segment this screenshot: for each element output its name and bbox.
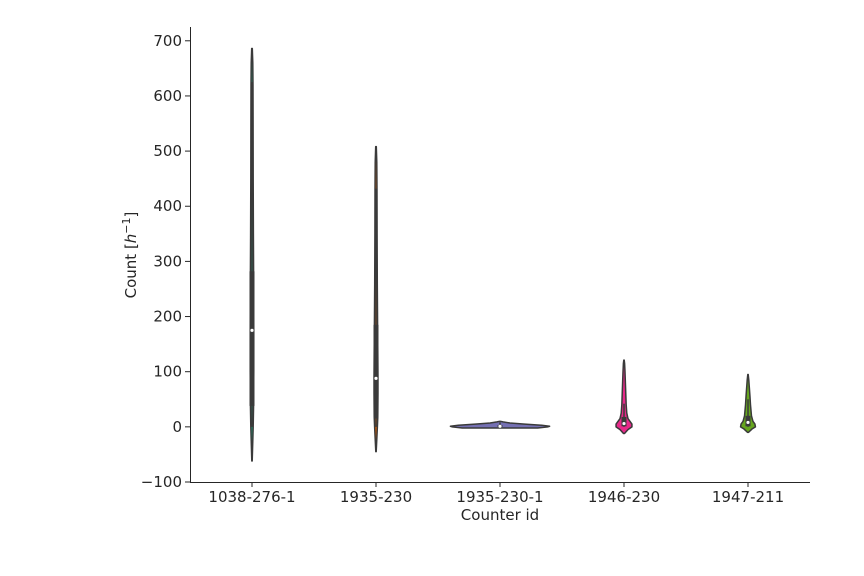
violins-layer xyxy=(249,47,757,462)
violin-median-dot xyxy=(622,421,626,426)
violin-1935-230-1 xyxy=(449,420,551,429)
y-axis-label-exponent: −1 xyxy=(120,217,133,233)
violin-median-dot xyxy=(374,376,378,380)
y-axis-label: Count [h−1] xyxy=(120,212,140,299)
x-tick-label: 1946-230 xyxy=(588,488,660,506)
violin-iqr-box xyxy=(621,416,627,427)
y-tick-label: 300 xyxy=(153,252,182,270)
y-ticks-layer: −100 0 100 200 300 400 500 600 700 xyxy=(141,32,190,491)
y-tick-label: 0 xyxy=(172,418,182,436)
y-tick-label: 200 xyxy=(153,308,182,326)
violin-median-dot xyxy=(250,328,254,332)
y-axis-label-close: ] xyxy=(122,212,140,218)
violin-1946-230 xyxy=(615,359,633,435)
violin-1935-230 xyxy=(373,145,379,453)
x-axis-label: Counter id xyxy=(461,506,539,524)
violin-iqr-box xyxy=(249,271,255,406)
violin-iqr-box xyxy=(373,324,379,419)
x-ticks-layer: 1038-276-1 1935-230 1935-230-1 1946-230 1947… xyxy=(208,482,784,506)
y-tick-label: −100 xyxy=(141,473,182,491)
y-axis-label-text: Count [ xyxy=(122,243,140,298)
violin-median-dot xyxy=(498,424,502,428)
y-tick-label: 600 xyxy=(153,87,182,105)
x-tick-label: 1947-211 xyxy=(712,488,784,506)
x-tick-label: 1038-276-1 xyxy=(208,488,295,506)
x-tick-label: 1935-230-1 xyxy=(456,488,543,506)
violin-1038-276-1 xyxy=(249,47,255,462)
violin-1947-211 xyxy=(739,373,757,434)
violin-median-dot xyxy=(746,420,750,425)
y-tick-label: 100 xyxy=(153,363,182,381)
y-tick-label: 500 xyxy=(153,142,182,160)
violin-body xyxy=(615,359,633,435)
x-tick-label: 1935-230 xyxy=(340,488,412,506)
y-tick-label: 700 xyxy=(153,32,182,50)
y-axis-label-unit: h xyxy=(122,234,140,244)
y-tick-label: 400 xyxy=(153,197,182,215)
